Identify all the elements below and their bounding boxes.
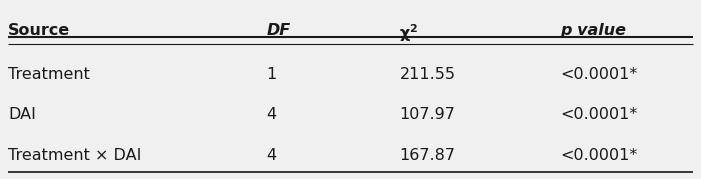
Text: <0.0001*: <0.0001* — [560, 107, 637, 122]
Text: 4: 4 — [266, 148, 277, 163]
Text: Source: Source — [8, 23, 71, 38]
Text: 4: 4 — [266, 107, 277, 122]
Text: <0.0001*: <0.0001* — [560, 67, 637, 82]
Text: <0.0001*: <0.0001* — [560, 148, 637, 163]
Text: DF: DF — [266, 23, 291, 38]
Text: Treatment: Treatment — [8, 67, 90, 82]
Text: 107.97: 107.97 — [400, 107, 455, 122]
Text: Treatment × DAI: Treatment × DAI — [8, 148, 142, 163]
Text: 1: 1 — [266, 67, 277, 82]
Text: 211.55: 211.55 — [400, 67, 456, 82]
Text: 167.87: 167.87 — [400, 148, 456, 163]
Text: $\bf{\chi}$$\bf{^2}$: $\bf{\chi}$$\bf{^2}$ — [400, 23, 418, 44]
Text: p value: p value — [560, 23, 626, 38]
Text: DAI: DAI — [8, 107, 36, 122]
